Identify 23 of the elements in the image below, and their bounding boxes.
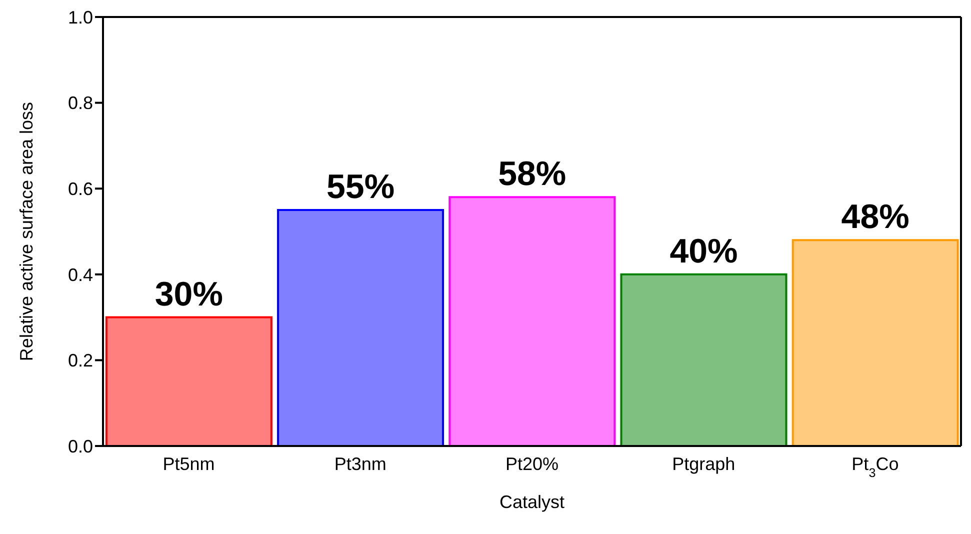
bar (620, 273, 788, 446)
x-tick-label: Pt$_{3}$Co (852, 454, 899, 480)
bar (105, 316, 272, 446)
y-tick-label: 0.6 (68, 178, 93, 199)
y-tick-label: 0.4 (68, 264, 93, 285)
x-tick-label: Pt5nm (162, 454, 215, 474)
y-tick-label: 0.2 (68, 350, 93, 371)
bar (792, 239, 959, 446)
bar (448, 196, 616, 446)
x-tick-label: Pt20% (505, 454, 559, 474)
y-axis-title: Relative active surface area loss (16, 102, 36, 362)
x-axis-title: Catalyst (499, 492, 565, 512)
y-tick-label: 0.0 (68, 436, 93, 456)
data-label: 40% (670, 232, 738, 270)
y-tick-label: 0.8 (68, 93, 93, 114)
y-tick-label: 1.0 (68, 7, 93, 28)
data-label: 48% (841, 198, 910, 236)
data-label: 30% (154, 275, 223, 314)
bar (277, 209, 444, 446)
data-label: 58% (498, 155, 566, 194)
x-tick-label: Ptgraph (672, 454, 736, 474)
data-label: 55% (326, 168, 395, 206)
x-tick-label: Pt3nm (334, 454, 386, 474)
